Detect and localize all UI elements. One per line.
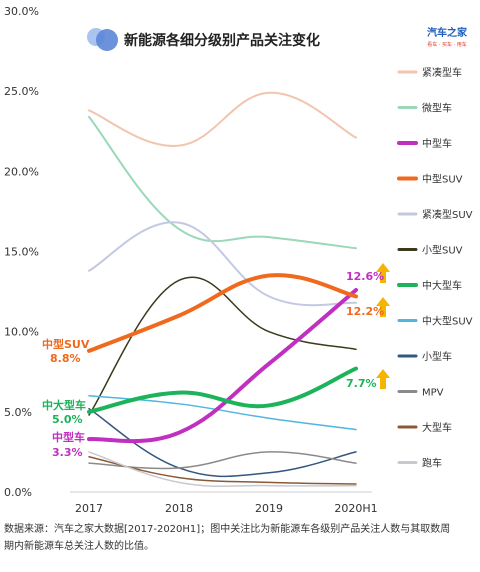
callout-label: 中大型车 xyxy=(42,398,86,412)
series-line-9 xyxy=(88,407,357,478)
series-line-1 xyxy=(88,91,357,147)
x-tick-label: 2020H1 xyxy=(334,502,377,515)
y-tick-label: 15.0% xyxy=(4,246,39,259)
legend-label: 微型车 xyxy=(422,102,452,115)
up-arrow-icon xyxy=(376,369,390,389)
series-line-5 xyxy=(88,221,357,307)
series-line-4 xyxy=(87,273,358,353)
up-arrow-icon xyxy=(376,297,390,317)
series-line-6 xyxy=(88,276,357,416)
callout-label: 12.2% xyxy=(346,305,384,318)
legend-label: 大型车 xyxy=(422,421,452,434)
series-line-10 xyxy=(88,451,357,470)
legend-label: 小型SUV xyxy=(422,244,463,257)
y-tick-label: 25.0% xyxy=(4,85,39,98)
chart-title-group: 新能源各细分级别产品关注变化 xyxy=(87,28,320,51)
x-tick-label: 2018 xyxy=(165,502,193,515)
callout-label: 7.7% xyxy=(346,377,377,390)
footnote-line-1: 数据来源：汽车之家大数据[2017-2020H1]；图中关注比为新能源车各级别产… xyxy=(4,522,450,535)
series-line-7 xyxy=(87,366,358,414)
logo-name: 汽车之家 xyxy=(427,26,468,39)
legend-label: 跑车 xyxy=(422,457,442,470)
y-tick-label: 10.0% xyxy=(4,326,39,339)
series-line-2 xyxy=(88,115,357,250)
series-line-11 xyxy=(88,455,357,485)
legend-label: 中型车 xyxy=(422,137,452,150)
y-tick-label: 20.0% xyxy=(4,165,39,178)
legend-label: 中大型车 xyxy=(422,279,462,292)
series-layer xyxy=(87,91,358,488)
x-tick-label: 2017 xyxy=(75,502,103,515)
y-tick-label: 30.0% xyxy=(4,5,39,18)
callout-label: 3.3% xyxy=(52,446,83,459)
up-arrow-icon xyxy=(376,263,390,283)
legend-label: 小型车 xyxy=(422,350,452,363)
series-line-3 xyxy=(87,287,358,444)
callout-label: 8.8% xyxy=(50,352,81,365)
series-line-12 xyxy=(88,451,357,488)
series-line-8 xyxy=(88,395,357,431)
chart-title: 新能源各细分级别产品关注变化 xyxy=(124,32,320,49)
y-axis: 0.0% 5.0% 10.0% 15.0% 20.0% 25.0% 30.0% xyxy=(4,5,39,499)
y-tick-label: 5.0% xyxy=(4,406,32,419)
callout-label: 12.6% xyxy=(346,270,384,283)
legend-label: 紧凑型车 xyxy=(422,66,462,79)
legend-label: MPV xyxy=(422,388,444,399)
callout-label: 中型SUV xyxy=(42,337,90,351)
callout-label: 5.0% xyxy=(52,413,83,426)
growth-arrows xyxy=(376,263,390,389)
footnote-line-2: 期内新能源车总关注人数的比值。 xyxy=(4,539,154,552)
callout-label: 中型车 xyxy=(52,430,85,444)
logo: 汽车之家 看车 · 买车 · 用车 xyxy=(427,26,468,48)
legend-label: 中型SUV xyxy=(422,173,463,186)
legend-label: 紧凑型SUV xyxy=(422,208,473,221)
x-axis: 2017 2018 2019 2020H1 xyxy=(75,502,378,515)
y-tick-label: 0.0% xyxy=(4,486,32,499)
x-tick-label: 2019 xyxy=(255,502,283,515)
logo-tagline: 看车 · 买车 · 用车 xyxy=(427,41,467,48)
title-circle-dark xyxy=(96,29,118,51)
legend-label: 中大型SUV xyxy=(422,315,473,328)
